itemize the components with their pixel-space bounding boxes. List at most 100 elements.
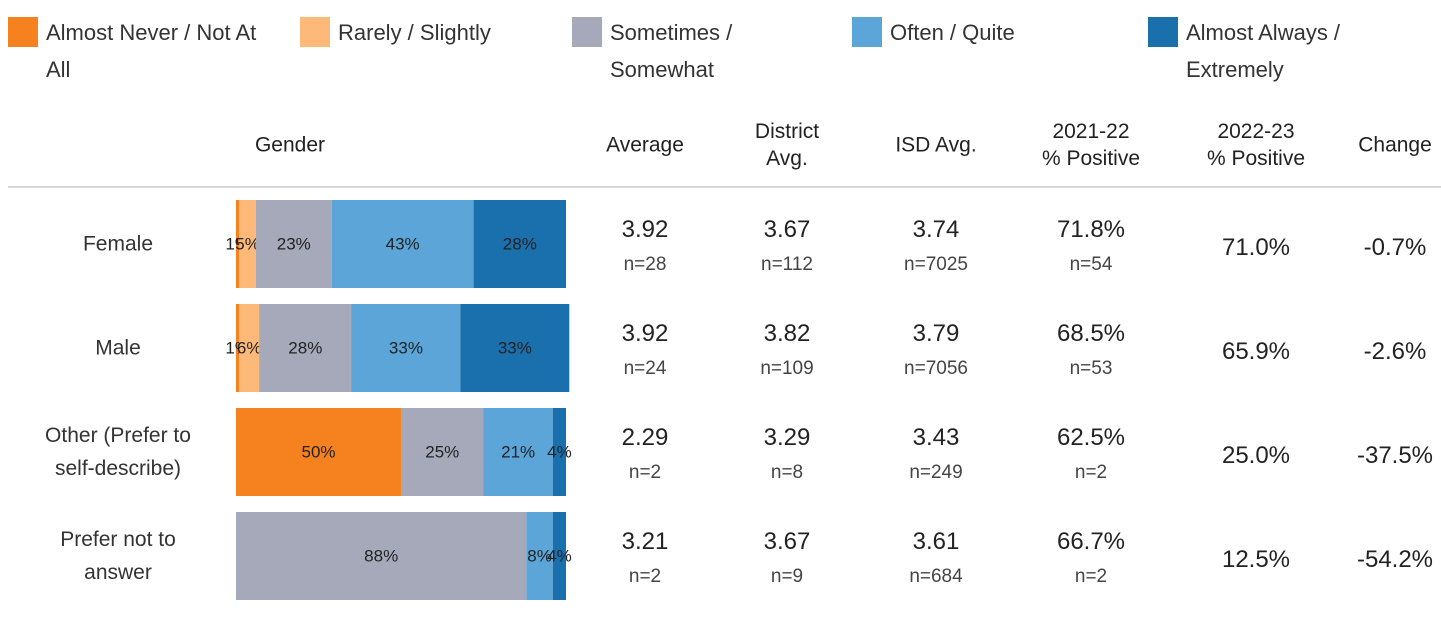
data-label: 43% [386,234,420,253]
bar-segment [552,512,566,600]
stat-value: 3.82 [763,320,811,347]
stat-count: n=112 [761,254,813,275]
stat-count: n=7025 [904,254,968,275]
legend-swatch [852,17,882,47]
data-label: 88% [364,546,398,565]
stat-value: 3.67 [763,216,811,243]
data-label: 50% [301,442,335,461]
data-label: 28% [503,234,537,253]
stat-value: 3.92 [621,320,669,347]
bar-segment [239,200,256,288]
legend-item: Sometimes / Somewhat [572,14,770,88]
stat-value: 71.0% [1221,234,1291,261]
stat-value: -2.6% [1363,338,1427,365]
stat-value: 25.0% [1221,442,1291,469]
legend-label: Rarely / Slightly [338,20,491,45]
legend-item: Almost Never / Not At All [8,14,271,88]
legend-swatch [1148,17,1178,47]
bar-segment [239,304,260,392]
column-header: 2022-23 % Positive [1206,120,1306,170]
stat-count: n=8 [770,462,804,483]
column-header: Change [1358,133,1432,157]
legend-label: Sometimes / Somewhat [610,20,733,82]
row-label: Female [82,232,154,256]
legend-label: Almost Always / Extremely [1186,20,1341,82]
legend-label: Often / Quite [890,20,1015,45]
stat-value: -54.2% [1356,546,1434,573]
stat-count: n=2 [628,462,662,483]
data-label: 33% [498,338,532,357]
bar-segment [460,304,570,392]
stat-value: -37.5% [1356,442,1434,469]
data-label: 6% [237,338,262,357]
data-label: 4% [547,442,572,461]
stat-value: 68.5% [1056,320,1126,347]
stat-count: n=2 [1074,462,1108,483]
data-label: 8% [527,546,552,565]
bar-segment [259,304,352,392]
stat-count: n=684 [909,566,963,587]
bar-segment [236,304,240,392]
legend-item: Often / Quite [852,14,1090,51]
stat-value: -0.7% [1363,234,1427,261]
bar-segment [526,512,553,600]
column-header: ISD Avg. [895,133,977,157]
data-label: 21% [501,442,535,461]
stat-value: 3.29 [763,424,811,451]
stat-value: 3.67 [763,528,811,555]
stat-count: n=109 [760,358,814,379]
bar-segment [236,200,240,288]
data-label: 28% [288,338,322,357]
data-label: 4% [547,546,572,565]
bar-segment [236,408,401,496]
stat-value: 3.43 [912,424,960,451]
stat-value: 2.29 [621,424,669,451]
stat-value: 65.9% [1221,338,1291,365]
bar-segment [552,408,566,496]
column-header: District Avg. [754,120,820,170]
stat-count: n=53 [1069,358,1113,379]
row-label: Prefer not to answer [60,528,176,584]
legend-label: Almost Never / Not At All [46,20,257,82]
data-label: 33% [389,338,423,357]
stat-value: 3.21 [621,528,669,555]
legend-item: Rarely / Slightly [300,14,538,51]
bar-segment [473,200,566,288]
data-label: 23% [277,234,311,253]
stat-count: n=7056 [904,358,968,379]
stat-value: 3.74 [912,216,960,243]
bar-segment [483,408,553,496]
legend-swatch [572,17,602,47]
stat-count: n=28 [623,254,667,275]
stat-count: n=24 [623,358,667,379]
column-header: 2021-22 % Positive [1041,120,1141,170]
row-label: Other (Prefer to self-describe) [45,424,191,480]
stat-count: n=2 [628,566,662,587]
bar-segment [351,304,461,392]
stat-count: n=54 [1069,254,1113,275]
stat-value: 3.92 [621,216,669,243]
stat-count: n=249 [909,462,963,483]
bar-segment [236,512,527,600]
data-label: 25% [425,442,459,461]
stat-value: 12.5% [1221,546,1291,573]
column-header: Gender [254,133,326,157]
legend-item: Almost Always / Extremely [1148,14,1376,88]
legend-swatch [300,17,330,47]
bar-segment [401,408,484,496]
legend-swatch [8,17,38,47]
stat-value: 66.7% [1056,528,1126,555]
stat-count: n=2 [1074,566,1108,587]
bar-segment [331,200,474,288]
row-label: Male [95,336,141,360]
column-header: Average [606,133,684,157]
stat-count: n=9 [770,566,804,587]
stat-value: 62.5% [1056,424,1126,451]
stat-value: 3.79 [912,320,960,347]
stat-value: 3.61 [912,528,960,555]
stat-value: 71.8% [1056,216,1126,243]
data-label: 5% [235,234,260,253]
bar-segment [255,200,332,288]
